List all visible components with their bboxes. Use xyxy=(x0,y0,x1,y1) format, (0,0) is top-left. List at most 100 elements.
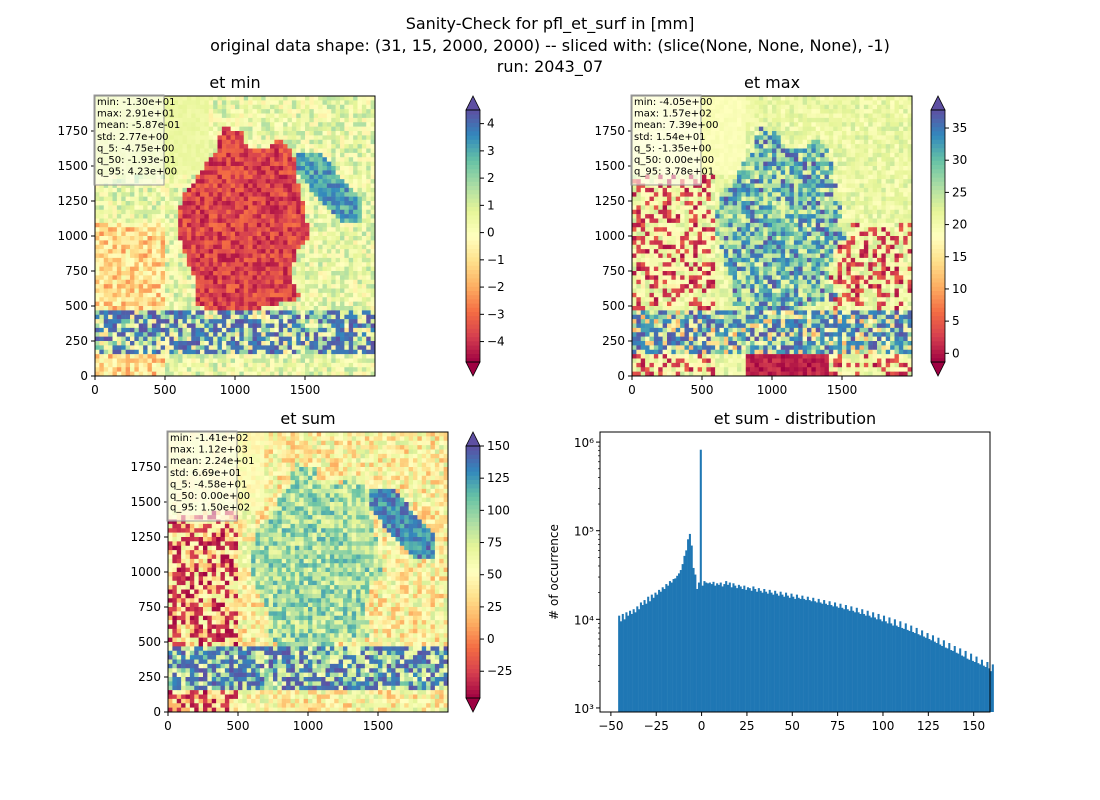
heatmap-cell xyxy=(361,209,367,215)
heatmap-cell xyxy=(256,96,262,101)
heatmap-cell xyxy=(278,327,284,333)
heatmap-cell xyxy=(842,104,847,110)
heatmap-cell xyxy=(125,192,131,197)
heatmap-cell xyxy=(287,288,293,294)
heatmap-cell xyxy=(287,341,293,346)
heatmap-cell xyxy=(348,297,354,302)
heatmap-cell xyxy=(156,196,161,202)
heatmap-cell xyxy=(182,262,188,267)
heatmap-cell xyxy=(230,349,236,355)
heatmap-cell xyxy=(204,148,210,154)
heatmap-cell xyxy=(322,104,328,110)
heatmap-cell xyxy=(108,275,113,281)
heatmap-cell xyxy=(296,236,301,241)
heatmap-cell xyxy=(278,122,284,127)
heatmap-cell xyxy=(151,306,157,311)
heatmap-cell xyxy=(151,354,157,359)
heatmap-cell xyxy=(719,126,725,132)
heatmap-cell xyxy=(357,266,363,272)
heatmap-cell xyxy=(256,354,262,359)
heatmap-cell xyxy=(842,109,847,114)
heatmap-cell xyxy=(221,327,227,333)
heatmap-cell xyxy=(300,292,306,298)
heatmap-cell xyxy=(300,257,306,263)
heatmap-cell xyxy=(235,288,240,294)
heatmap-cell xyxy=(248,117,253,123)
heatmap-cell xyxy=(331,288,336,294)
heatmap-cell xyxy=(217,227,223,232)
heatmap-cell xyxy=(353,139,358,145)
heatmap-cell xyxy=(283,249,288,254)
heatmap-cell xyxy=(283,117,288,123)
heatmap-cell xyxy=(353,100,358,106)
heatmap-cell xyxy=(265,244,271,250)
heatmap-cell xyxy=(217,166,223,171)
heatmap-cell xyxy=(200,236,205,241)
heatmap-cell xyxy=(191,144,196,149)
heatmap-cell xyxy=(370,122,376,127)
heatmap-cell xyxy=(186,126,192,132)
colorbar-step xyxy=(466,236,480,241)
heatmap-cell xyxy=(802,144,808,149)
heatmap-cell xyxy=(322,236,328,241)
colorbar-step xyxy=(466,156,480,161)
heatmap-cell xyxy=(313,323,319,329)
heatmap-cell xyxy=(173,367,179,372)
heatmap-cell xyxy=(256,306,262,311)
heatmap-cell xyxy=(230,170,236,176)
heatmap-cell xyxy=(178,166,183,171)
heatmap-cell xyxy=(230,297,236,302)
heatmap-cell xyxy=(710,131,716,136)
heatmap-cell xyxy=(200,166,205,171)
heatmap-cell xyxy=(169,249,175,254)
heatmap-cell xyxy=(195,253,201,259)
heatmap-cell xyxy=(156,266,161,272)
colorbar-step xyxy=(466,139,480,144)
heatmap-cell xyxy=(191,187,196,193)
heatmap-cell xyxy=(305,240,310,246)
heatmap-cell xyxy=(370,157,376,162)
heatmap-cell xyxy=(182,292,188,298)
heatmap-cell xyxy=(108,249,113,254)
heatmap-cell xyxy=(318,135,323,141)
heatmap-cell xyxy=(217,122,223,127)
heatmap-cell xyxy=(313,187,319,193)
heatmap-cell xyxy=(326,292,332,298)
heatmap-cell xyxy=(348,187,354,193)
heatmap-cell xyxy=(156,341,161,346)
heatmap-cell xyxy=(112,327,118,333)
heatmap-cell xyxy=(217,279,223,285)
heatmap-cell xyxy=(160,236,166,241)
heatmap-cell xyxy=(239,244,245,250)
heatmap-cell xyxy=(296,362,301,368)
heatmap-cell xyxy=(366,231,371,237)
heatmap-cell xyxy=(230,314,236,320)
heatmap-cell xyxy=(165,249,170,254)
heatmap-cell xyxy=(243,174,249,180)
heatmap-cell xyxy=(872,144,878,149)
heatmap-cell xyxy=(357,161,363,167)
heatmap-cell xyxy=(130,306,135,311)
heatmap-cell xyxy=(151,262,157,267)
heatmap-cell xyxy=(291,174,297,180)
heatmap-cell xyxy=(200,240,205,246)
heatmap-cell xyxy=(706,109,712,114)
heatmap-cell xyxy=(213,275,218,281)
heatmap-cell xyxy=(296,367,301,372)
heatmap-cell xyxy=(116,257,122,263)
heatmap-cell xyxy=(265,109,271,114)
heatmap-cell xyxy=(348,100,354,106)
heatmap-cell xyxy=(95,345,100,351)
heatmap-cell xyxy=(121,336,126,342)
heatmap-cell xyxy=(195,222,201,228)
suptitle-line-2: original data shape: (31, 15, 2000, 2000… xyxy=(210,36,890,55)
heatmap-cell xyxy=(335,104,341,110)
heatmap-cell xyxy=(340,148,345,154)
heatmap-cell xyxy=(278,144,284,149)
heatmap-cell xyxy=(160,362,166,368)
heatmap-cell xyxy=(309,319,315,324)
heatmap-cell xyxy=(881,104,887,110)
heatmap-cell xyxy=(309,179,315,184)
heatmap-cell xyxy=(326,236,332,241)
heatmap-cell xyxy=(340,227,345,232)
